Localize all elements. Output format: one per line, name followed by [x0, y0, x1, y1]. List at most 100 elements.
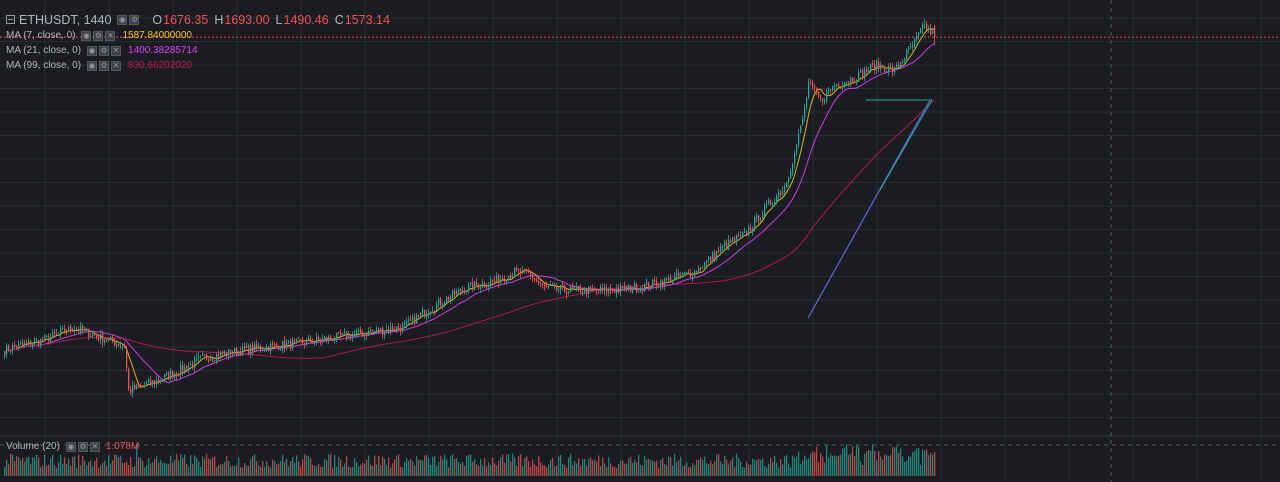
volume-bar: [926, 449, 928, 476]
volume-bar: [192, 464, 194, 476]
volume-bar: [912, 451, 914, 476]
candle-body: [164, 374, 166, 380]
volume-bar: [184, 454, 186, 476]
volume-bar: [842, 448, 844, 476]
candle-body: [348, 334, 350, 339]
volume-bar: [86, 465, 88, 476]
candle-body: [612, 290, 614, 292]
collapse-icon[interactable]: [6, 15, 15, 24]
volume-bar: [292, 456, 294, 476]
close-icon[interactable]: ✕: [111, 45, 122, 56]
candle-body: [876, 61, 878, 71]
volume-bar: [826, 445, 828, 476]
volume-bar: [386, 465, 388, 476]
candle-body: [200, 355, 202, 357]
candle-body: [734, 238, 736, 241]
volume-bar: [678, 460, 680, 476]
volume-bar: [586, 465, 588, 476]
candle-body: [302, 339, 304, 344]
settings-icon[interactable]: ⚙: [99, 60, 110, 71]
volume-bar: [764, 465, 766, 476]
volume-bar: [62, 464, 64, 476]
volume-bar: [340, 459, 342, 476]
volume-value: 1.078M: [105, 441, 140, 452]
volume-bar: [824, 462, 826, 476]
candle-body: [154, 380, 156, 384]
eye-icon[interactable]: ◉: [65, 441, 76, 452]
candle-body: [436, 303, 438, 311]
volume-bar: [84, 460, 86, 476]
eye-icon[interactable]: ◉: [87, 45, 98, 56]
close-icon[interactable]: ✕: [111, 60, 122, 71]
volume-bar: [64, 457, 66, 476]
candle-body: [232, 353, 234, 355]
candle-body: [312, 342, 314, 344]
candle-body: [242, 346, 244, 356]
volume-bar: [390, 467, 392, 476]
low-label: L: [275, 12, 283, 27]
candle-body: [362, 333, 364, 337]
candle-body: [214, 360, 216, 362]
candle-body: [238, 351, 240, 356]
eye-icon[interactable]: ◉: [81, 30, 92, 41]
volume-bar: [250, 459, 252, 476]
ma99-name: MA (99, close, 0): [6, 60, 82, 71]
candle-body: [574, 288, 576, 290]
open-value: 1676.35: [163, 12, 209, 27]
volume-bar: [524, 458, 526, 476]
candle-body: [226, 352, 228, 356]
candle-body: [688, 272, 690, 274]
candle-body: [352, 334, 354, 339]
settings-icon[interactable]: ⚙: [99, 45, 110, 56]
volume-bar: [704, 456, 706, 476]
candle-body: [534, 278, 536, 281]
settings-icon[interactable]: ⚙: [77, 441, 88, 452]
volume-bar: [656, 460, 658, 476]
volume-bar: [782, 464, 784, 476]
close-icon[interactable]: ✕: [105, 30, 116, 41]
candle-body: [74, 329, 76, 332]
candle-body: [846, 82, 848, 84]
candle-body: [452, 290, 454, 298]
candle-body: [148, 379, 150, 384]
volume-bar: [604, 463, 606, 476]
volume-bar: [744, 467, 746, 476]
candle-body: [356, 331, 358, 335]
volume-bar: [88, 461, 90, 476]
eye-icon[interactable]: ◉: [117, 14, 128, 25]
candle-body: [42, 338, 44, 341]
volume-bar: [784, 456, 786, 476]
volume-bar: [892, 447, 894, 476]
candle-body: [276, 344, 278, 346]
settings-icon[interactable]: ⚙: [129, 14, 140, 25]
candle-body: [204, 354, 206, 356]
eye-icon[interactable]: ◉: [87, 60, 98, 71]
volume-bar: [878, 451, 880, 476]
candle-body: [896, 64, 898, 68]
volume-bar: [60, 454, 62, 476]
candle-body: [472, 282, 474, 290]
candle-body: [774, 202, 776, 204]
candle-body: [106, 341, 108, 343]
volume-bar: [778, 467, 780, 476]
close-icon[interactable]: ✕: [89, 441, 100, 452]
candle-body: [194, 358, 196, 368]
volume-bar: [80, 465, 82, 476]
candle-body: [672, 280, 674, 284]
candle-body: [308, 337, 310, 341]
volume-bar: [364, 463, 366, 476]
candle-body: [524, 269, 526, 271]
candle-body: [108, 338, 110, 341]
candle-body: [674, 276, 676, 280]
candle-body: [814, 86, 816, 88]
settings-icon[interactable]: ⚙: [93, 30, 104, 41]
candle-body: [256, 344, 258, 348]
candle-body: [932, 31, 934, 35]
volume-bar: [866, 451, 868, 476]
candle-body: [716, 250, 718, 259]
candle-body: [386, 328, 388, 332]
candle-body: [784, 187, 786, 192]
candle-body: [502, 278, 504, 280]
volume-bar: [642, 465, 644, 476]
